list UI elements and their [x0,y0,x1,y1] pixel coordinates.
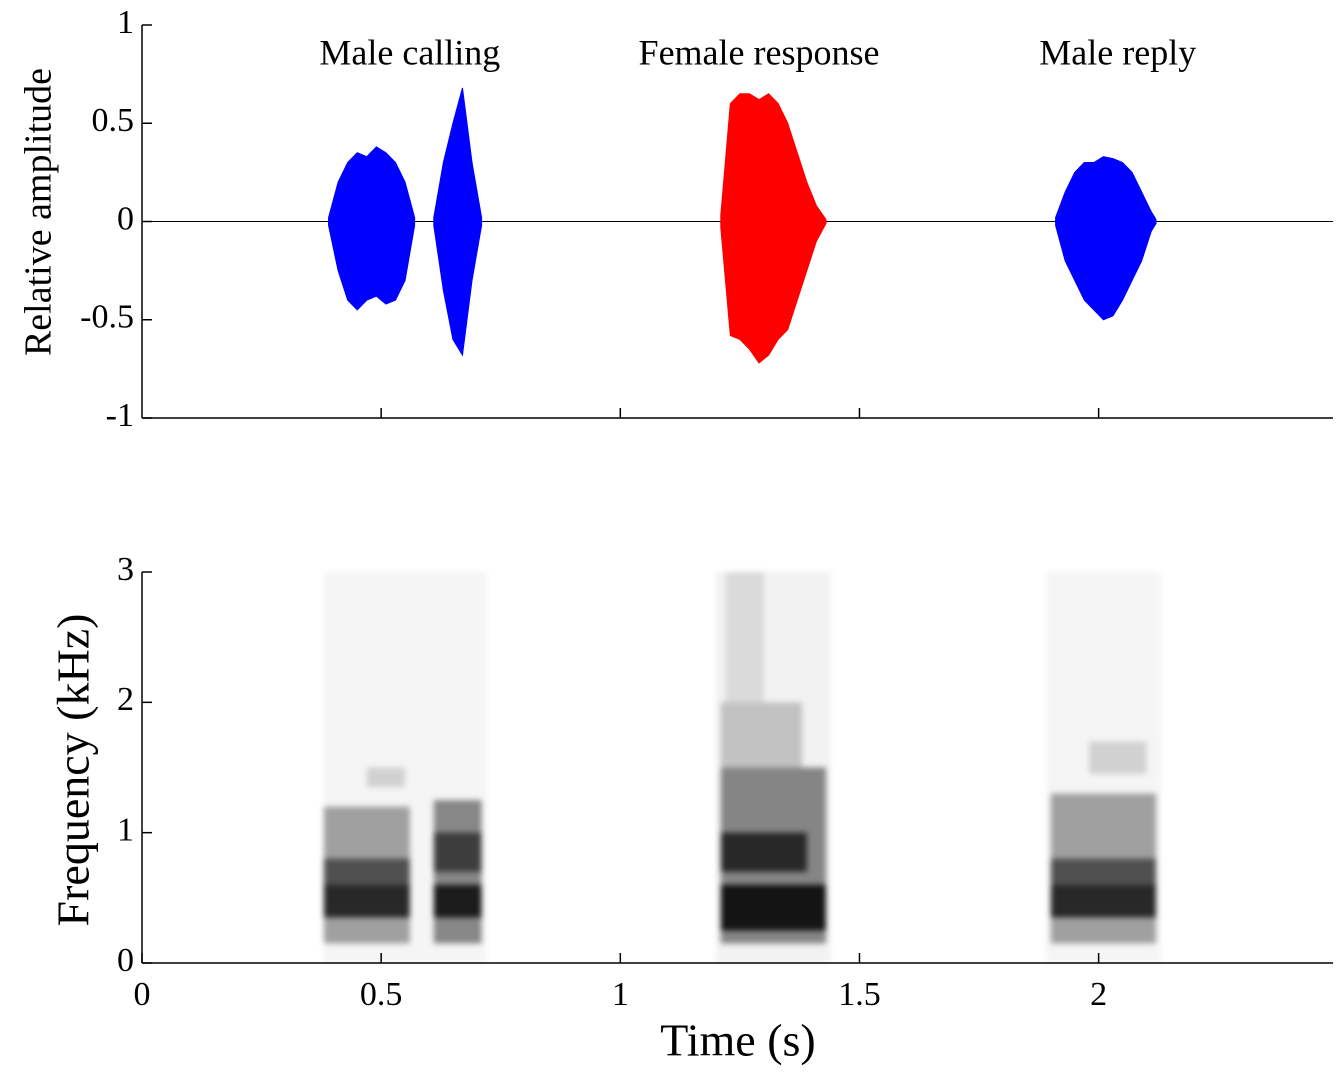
y-tick-label: 0.5 [92,102,135,139]
spectral-energy [433,884,482,918]
y-tick-label: 0 [117,200,134,237]
spectral-energy [720,832,807,872]
y-tick-label: 0 [117,942,134,979]
spectral-energy [720,702,803,768]
spectral-energy [323,858,410,885]
y-tick-label: 1 [117,811,134,848]
spectral-energy [323,884,410,918]
spectral-energy [366,767,406,788]
x-tick-label: 2 [1090,976,1107,1013]
spectral-energy [725,572,764,703]
spectral-energy [1089,741,1147,775]
spectral-energy [720,884,826,931]
y-tick-label: -0.5 [80,299,134,336]
y-tick-label: 2 [117,681,134,718]
x-tick-label: 1.5 [838,976,881,1013]
waveform-envelope [720,93,827,364]
y-tick-label: 3 [117,551,134,588]
annotation: Male calling [319,33,500,73]
spectral-energy [1050,858,1157,885]
annotation: Female response [639,33,880,73]
waveform-envelope [328,146,416,311]
x-axis-label: Time (s) [660,1015,816,1066]
spectrogram [323,572,1161,963]
spectral-energy [1050,884,1157,918]
y-axis-label: Frequency (kHz) [48,614,99,927]
y-tick-label: -1 [106,397,134,434]
x-tick-label: 0.5 [360,976,403,1013]
waveform-envelope [1055,156,1157,321]
waveform-envelope [433,87,483,357]
annotation: Male reply [1039,33,1196,73]
spectral-energy [433,832,482,872]
y-tick-label: 1 [117,4,134,41]
x-tick-label: 0 [134,976,151,1013]
y-axis-label: Relative amplitude [18,68,60,356]
x-tick-label: 1 [612,976,629,1013]
